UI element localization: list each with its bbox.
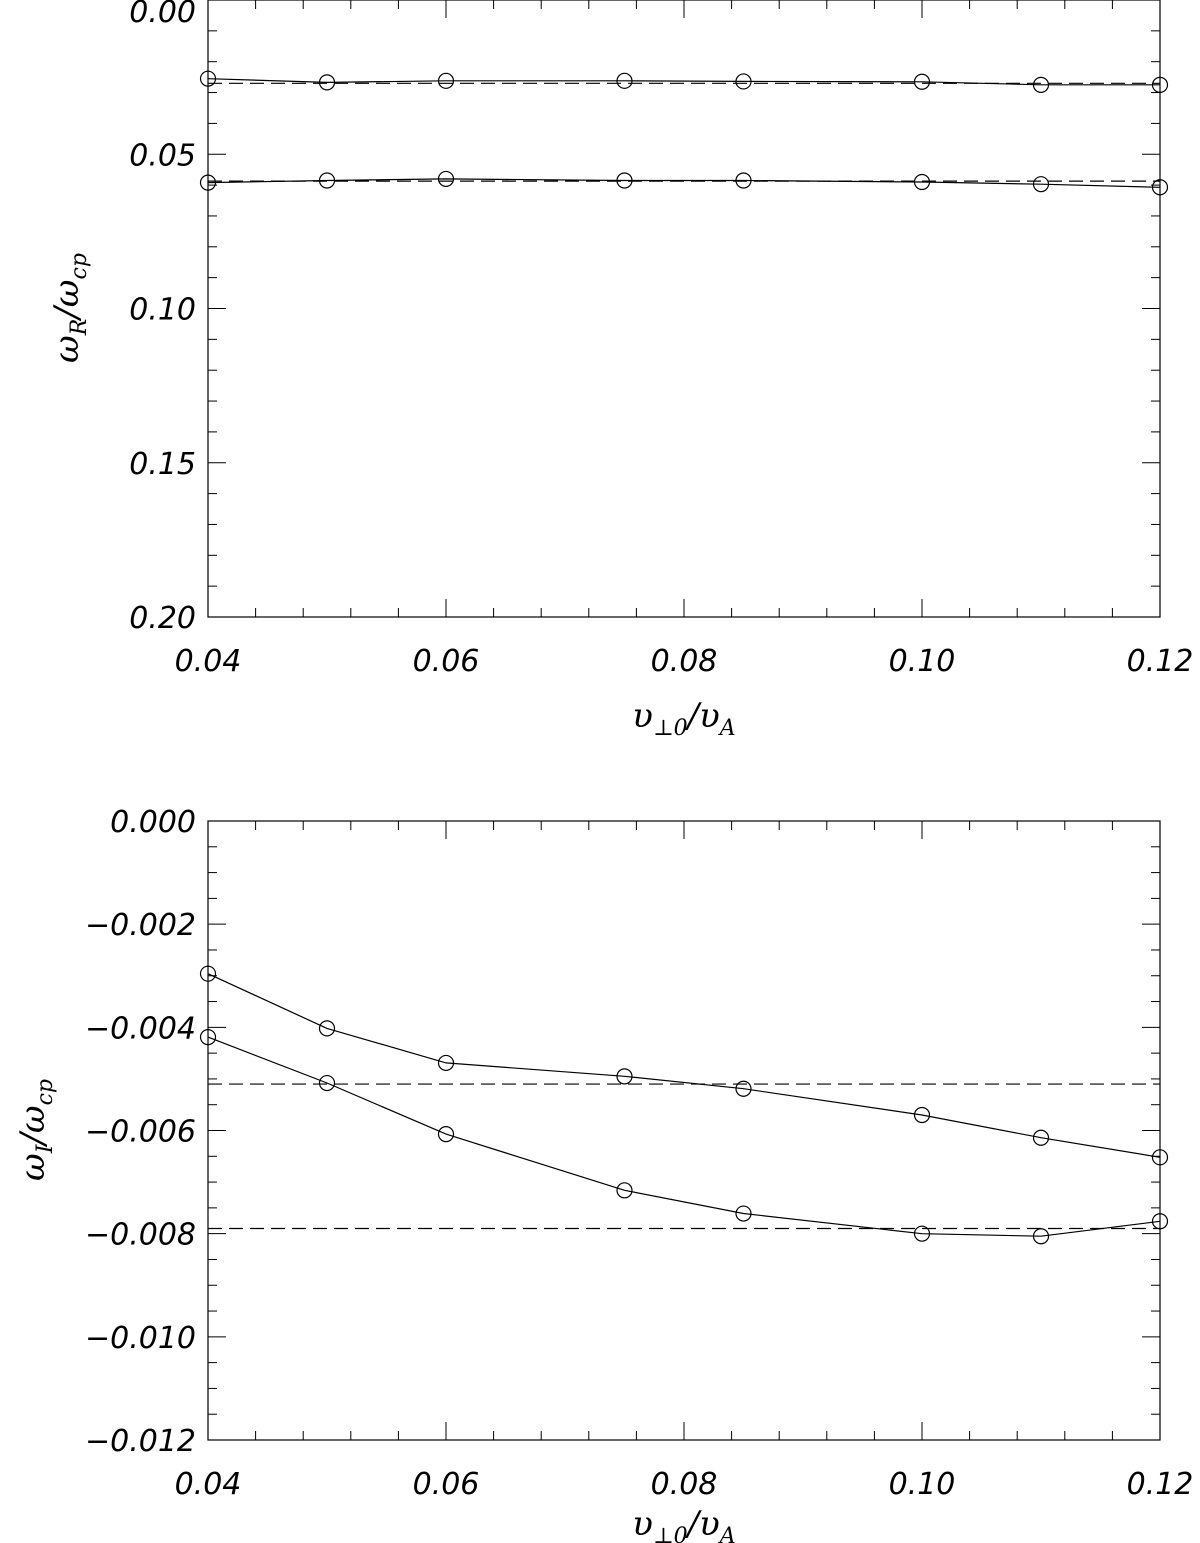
data-point: [437, 1126, 455, 1143]
y-tick-label: 0.15: [129, 447, 196, 482]
data-point: [1032, 1228, 1050, 1245]
data-point: [1151, 179, 1169, 196]
x-tick-label: 0.06: [413, 644, 480, 679]
data-point: [437, 1054, 455, 1072]
data-point: [199, 1029, 217, 1046]
x-axis-label-part: υ: [699, 696, 720, 736]
data-point: [616, 72, 633, 89]
y-axis-label-part: /: [13, 1130, 53, 1148]
plot-frame: [207, 0, 1161, 618]
data-point: [318, 74, 336, 91]
x-tick-label: 0.04: [175, 1467, 242, 1502]
y-tick-label: 0.000: [110, 805, 196, 840]
x-axis-label-part: A: [718, 716, 736, 741]
series-line-2: [207, 178, 1161, 188]
data-point: [318, 172, 336, 189]
y-tick-label: −0.004: [85, 1011, 196, 1046]
series-line-2: [207, 1036, 1161, 1237]
data-point: [616, 172, 633, 189]
y-tick-label: −0.002: [85, 908, 196, 943]
y-axis-label-part: I: [33, 1143, 58, 1154]
data-point: [437, 72, 455, 89]
x-tick-label: 0.04: [175, 644, 242, 679]
data-point: [913, 1106, 931, 1124]
data-point: [616, 1068, 633, 1085]
x-axis-label: υ⊥0/υA: [632, 696, 735, 741]
x-axis-label: υ⊥0/υA: [632, 1504, 735, 1543]
x-axis-label-part: υ: [632, 1504, 653, 1543]
data-point: [199, 70, 217, 87]
x-axis-label-part: /: [685, 696, 703, 736]
data-point: [199, 965, 217, 982]
x-tick-label: 0.08: [651, 644, 718, 679]
y-axis-label-part: ω: [47, 279, 87, 307]
y-tick-label: −0.006: [85, 1115, 196, 1150]
data-point: [913, 73, 931, 90]
y-axis-label: ωI/ωcp: [13, 1079, 58, 1181]
data-point: [735, 73, 752, 90]
data-point: [1151, 76, 1169, 93]
plot-frame: [207, 820, 1161, 1441]
data-point: [199, 174, 217, 191]
data-point: [913, 173, 931, 191]
x-axis-label-part: υ: [699, 1504, 720, 1543]
x-tick-label: 0.10: [889, 644, 956, 679]
x-axis-label-part: ⊥0: [653, 1524, 688, 1543]
x-tick-label: 0.12: [1127, 1467, 1194, 1502]
x-axis-label-part: A: [718, 1524, 736, 1543]
data-point: [1151, 1213, 1169, 1230]
y-axis-label-part: cp: [33, 1079, 58, 1105]
y-tick-label: 0.10: [129, 293, 196, 328]
y-tick-label: −0.008: [85, 1218, 196, 1253]
data-point: [616, 1182, 633, 1199]
y-axis-label-part: cp: [67, 253, 92, 279]
y-tick-label: −0.010: [85, 1321, 196, 1356]
y-axis-label-part: ω: [13, 1153, 53, 1181]
series-line-1: [207, 78, 1160, 86]
data-point: [1032, 176, 1050, 193]
data-point: [318, 1020, 336, 1037]
x-axis-label-part: υ: [632, 696, 653, 736]
data-point: [318, 1074, 336, 1092]
y-axis-label-part: /: [47, 304, 87, 322]
y-axis-label-part: ω: [13, 1105, 53, 1133]
data-point: [437, 170, 455, 188]
y-tick-label: 0.05: [129, 138, 196, 173]
x-tick-label: 0.10: [889, 1467, 956, 1502]
y-axis-label: ωR/ωcp: [47, 253, 92, 363]
data-point: [1151, 1149, 1169, 1166]
y-tick-label: 0.20: [129, 601, 196, 636]
data-point: [1032, 76, 1050, 93]
series-line-1: [207, 973, 1161, 1158]
data-point: [913, 1225, 931, 1242]
x-tick-label: 0.08: [651, 1467, 718, 1502]
y-tick-label: −0.012: [85, 1424, 196, 1459]
x-axis-label-part: /: [685, 1504, 703, 1543]
x-axis-label-part: ⊥0: [653, 716, 688, 741]
top-panel: 0.04 0.06 0.08 0.10 0.12 0.00 0.05 0.10 0.15 0.20…: [47, 0, 1193, 741]
data-point: [735, 172, 752, 189]
y-tick-label: 0.00: [129, 0, 196, 30]
data-point: [735, 1205, 752, 1222]
bottom-panel: 0.04 0.06 0.08 0.10 0.12 0.000 −0.002 −0.004 −0.…: [13, 805, 1193, 1543]
data-point: [1032, 1129, 1050, 1146]
x-tick-label: 0.06: [413, 1467, 480, 1502]
y-axis-label-part: R: [67, 319, 92, 337]
data-point: [735, 1080, 752, 1097]
x-tick-label: 0.12: [1127, 644, 1194, 679]
y-axis-label-part: ω: [47, 335, 87, 363]
